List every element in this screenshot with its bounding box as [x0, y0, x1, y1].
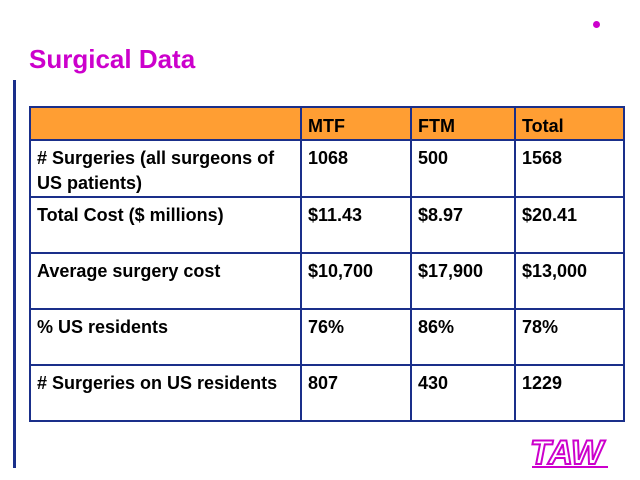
cell-ftm: 430 — [410, 364, 516, 422]
header-cell-mtf: MTF — [300, 106, 412, 141]
row-label: # Surgeries on US residents — [29, 364, 302, 422]
cell-mtf: $10,700 — [300, 252, 412, 310]
table-row: # Surgeries (all surgeons of US patients… — [29, 139, 625, 198]
cell-mtf: 1068 — [300, 139, 412, 198]
cell-mtf: $11.43 — [300, 196, 412, 254]
cell-total: $20.41 — [514, 196, 625, 254]
corner-dot — [593, 21, 600, 28]
slide-title: Surgical Data — [29, 44, 196, 74]
table-header-row: MTF FTM Total — [29, 106, 625, 141]
cell-total: $13,000 — [514, 252, 625, 310]
table-row: Average surgery cost $10,700 $17,900 $13… — [29, 252, 625, 310]
cell-ftm: 500 — [410, 139, 516, 198]
logo-text: TAW — [530, 434, 606, 470]
cell-total: 78% — [514, 308, 625, 366]
row-label: Total Cost ($ millions) — [29, 196, 302, 254]
table-row: % US residents 76% 86% 78% — [29, 308, 625, 366]
header-cell-corner — [29, 106, 302, 141]
row-label: % US residents — [29, 308, 302, 366]
cell-ftm: $8.97 — [410, 196, 516, 254]
row-label: Average surgery cost — [29, 252, 302, 310]
row-label: # Surgeries (all surgeons of US patients… — [29, 139, 302, 198]
header-cell-ftm: FTM — [410, 106, 516, 141]
cell-mtf: 76% — [300, 308, 412, 366]
cell-total: 1229 — [514, 364, 625, 422]
table-row: Total Cost ($ millions) $11.43 $8.97 $20… — [29, 196, 625, 254]
taw-logo-icon: TAW — [529, 433, 608, 470]
cell-ftm: $17,900 — [410, 252, 516, 310]
cell-ftm: 86% — [410, 308, 516, 366]
table-row: # Surgeries on US residents 807 430 1229 — [29, 364, 625, 422]
left-accent-rule — [13, 80, 16, 468]
header-cell-total: Total — [514, 106, 625, 141]
cell-mtf: 807 — [300, 364, 412, 422]
surgical-data-table: MTF FTM Total # Surgeries (all surgeons … — [29, 106, 625, 422]
cell-total: 1568 — [514, 139, 625, 198]
